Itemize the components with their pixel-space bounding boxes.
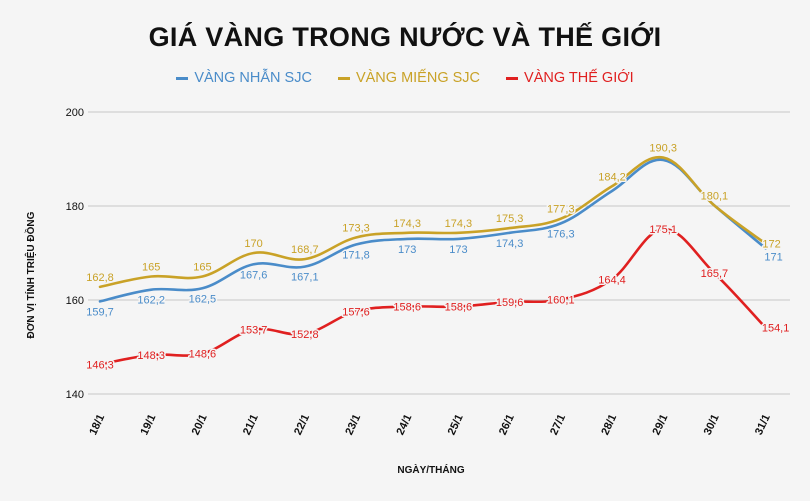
- data-label-vang-mieng-sjc-11: 184,2: [598, 171, 626, 183]
- legend-label-vang-mieng-sjc: VÀNG MIẾNG SJC: [355, 70, 481, 86]
- data-label-vang-mieng-sjc-12: 190,3: [649, 143, 677, 155]
- data-label-vang-mieng-sjc-6: 173,3: [342, 222, 370, 234]
- data-label-vang-the-gioi-4: 153,7: [240, 325, 268, 337]
- legend-item-vang-mieng-sjc: VÀNG MIẾNG SJC: [337, 70, 481, 86]
- x-tick-label-14: 31/1: [753, 412, 773, 436]
- data-label-vang-the-gioi-6: 157,6: [342, 306, 370, 318]
- x-tick-label-1: 18/1: [87, 412, 107, 436]
- y-tick-label-140: 140: [66, 389, 84, 401]
- data-label-vang-the-gioi-7: 158,6: [393, 302, 421, 314]
- data-label-vang-the-gioi-2: 148,3: [137, 350, 165, 362]
- x-axis-title: NGÀY/THÁNG: [397, 463, 464, 476]
- chart-title: GIÁ VÀNG TRONG NƯỚC VÀ THẾ GIỚI: [148, 22, 662, 52]
- x-tick-label-5: 22/1: [292, 412, 312, 436]
- data-label-vang-mieng-sjc-5: 168,7: [291, 244, 319, 256]
- x-tick-label-12: 29/1: [651, 412, 671, 436]
- data-label-vang-nhan-sjc-7: 173: [398, 244, 416, 256]
- y-tick-label-180: 180: [66, 201, 84, 213]
- data-label-vang-mieng-sjc-7: 174,3: [393, 218, 421, 230]
- series-line-vang-nhan-sjc: [98, 158, 767, 303]
- data-label-vang-nhan-sjc-10: 176,3: [547, 228, 575, 240]
- data-label-vang-mieng-sjc-4: 170: [244, 238, 262, 250]
- y-axis-title: ĐƠN VỊ TÍNH TRIỆU ĐỒNG: [24, 211, 37, 338]
- data-label-vang-mieng-sjc-14: 172: [762, 239, 780, 251]
- data-label-vang-mieng-sjc-1: 162,8: [86, 272, 114, 284]
- data-label-vang-the-gioi-3: 148,6: [189, 349, 217, 361]
- x-tick-label-11: 28/1: [599, 412, 619, 436]
- data-label-vang-nhan-sjc-3: 162,5: [189, 293, 217, 305]
- legend-item-vang-nhan-sjc: VÀNG NHẪN SJC: [176, 70, 312, 86]
- data-label-vang-mieng-sjc-13: 180,1: [701, 191, 729, 203]
- series-line-vang-the-gioi: [98, 227, 767, 366]
- data-label-vang-mieng-sjc-8: 174,3: [445, 218, 473, 230]
- series-line-vang-mieng-sjc: [98, 155, 767, 289]
- data-label-vang-the-gioi-11: 164,4: [598, 274, 626, 286]
- legend-label-vang-nhan-sjc: VÀNG NHẪN SJC: [194, 70, 312, 86]
- x-tick-label-8: 25/1: [446, 412, 466, 436]
- data-label-vang-the-gioi-13: 165,7: [701, 268, 729, 280]
- legend-swatch-vang-nhan-sjc: [176, 76, 189, 80]
- chart-legend: VÀNG NHẪN SJC VÀNG MIẾNG SJC VÀNG THẾ GI…: [0, 70, 810, 86]
- legend-swatch-vang-mieng-sjc: [337, 76, 350, 80]
- x-tick-label-10: 27/1: [548, 412, 568, 436]
- data-label-vang-the-gioi-14: 154,1: [762, 323, 790, 335]
- data-label-vang-nhan-sjc-5: 167,1: [291, 272, 319, 284]
- data-label-vang-nhan-sjc-2: 162,2: [137, 295, 165, 307]
- data-label-vang-mieng-sjc-10: 177,3: [547, 204, 575, 216]
- data-label-vang-mieng-sjc-9: 175,3: [496, 213, 524, 225]
- x-tick-label-4: 21/1: [241, 412, 261, 436]
- x-tick-label-9: 26/1: [497, 412, 517, 436]
- data-label-vang-nhan-sjc-6: 171,8: [342, 250, 370, 262]
- x-tick-label-2: 19/1: [139, 412, 159, 436]
- data-label-vang-the-gioi-1: 146,3: [86, 359, 114, 371]
- legend-item-vang-the-gioi: VÀNG THẾ GIỚI: [506, 70, 634, 86]
- data-label-vang-mieng-sjc-3: 165: [193, 262, 211, 274]
- x-tick-label-3: 20/1: [190, 412, 210, 436]
- legend-label-vang-the-gioi: VÀNG THẾ GIỚI: [524, 70, 634, 86]
- data-label-vang-nhan-sjc-9: 174,3: [496, 238, 524, 250]
- data-label-vang-the-gioi-9: 159,6: [496, 297, 524, 309]
- y-tick-label-160: 160: [66, 295, 84, 307]
- data-label-vang-nhan-sjc-8: 173: [449, 244, 467, 256]
- x-tick-label-7: 24/1: [395, 412, 415, 436]
- data-label-vang-the-gioi-8: 158,6: [445, 302, 473, 314]
- data-label-vang-the-gioi-10: 160,1: [547, 295, 575, 307]
- x-tick-label-13: 30/1: [702, 412, 722, 436]
- data-label-vang-nhan-sjc-14: 171: [764, 251, 782, 263]
- data-label-vang-the-gioi-5: 152,8: [291, 329, 319, 341]
- data-label-vang-nhan-sjc-1: 159,7: [86, 306, 114, 318]
- data-label-vang-mieng-sjc-2: 165: [142, 262, 160, 274]
- x-tick-label-6: 23/1: [343, 412, 363, 436]
- legend-swatch-vang-the-gioi: [506, 76, 519, 80]
- data-label-vang-nhan-sjc-4: 167,6: [240, 269, 268, 281]
- data-label-vang-the-gioi-12: 175,1: [649, 224, 677, 236]
- y-tick-label-200: 200: [66, 107, 84, 119]
